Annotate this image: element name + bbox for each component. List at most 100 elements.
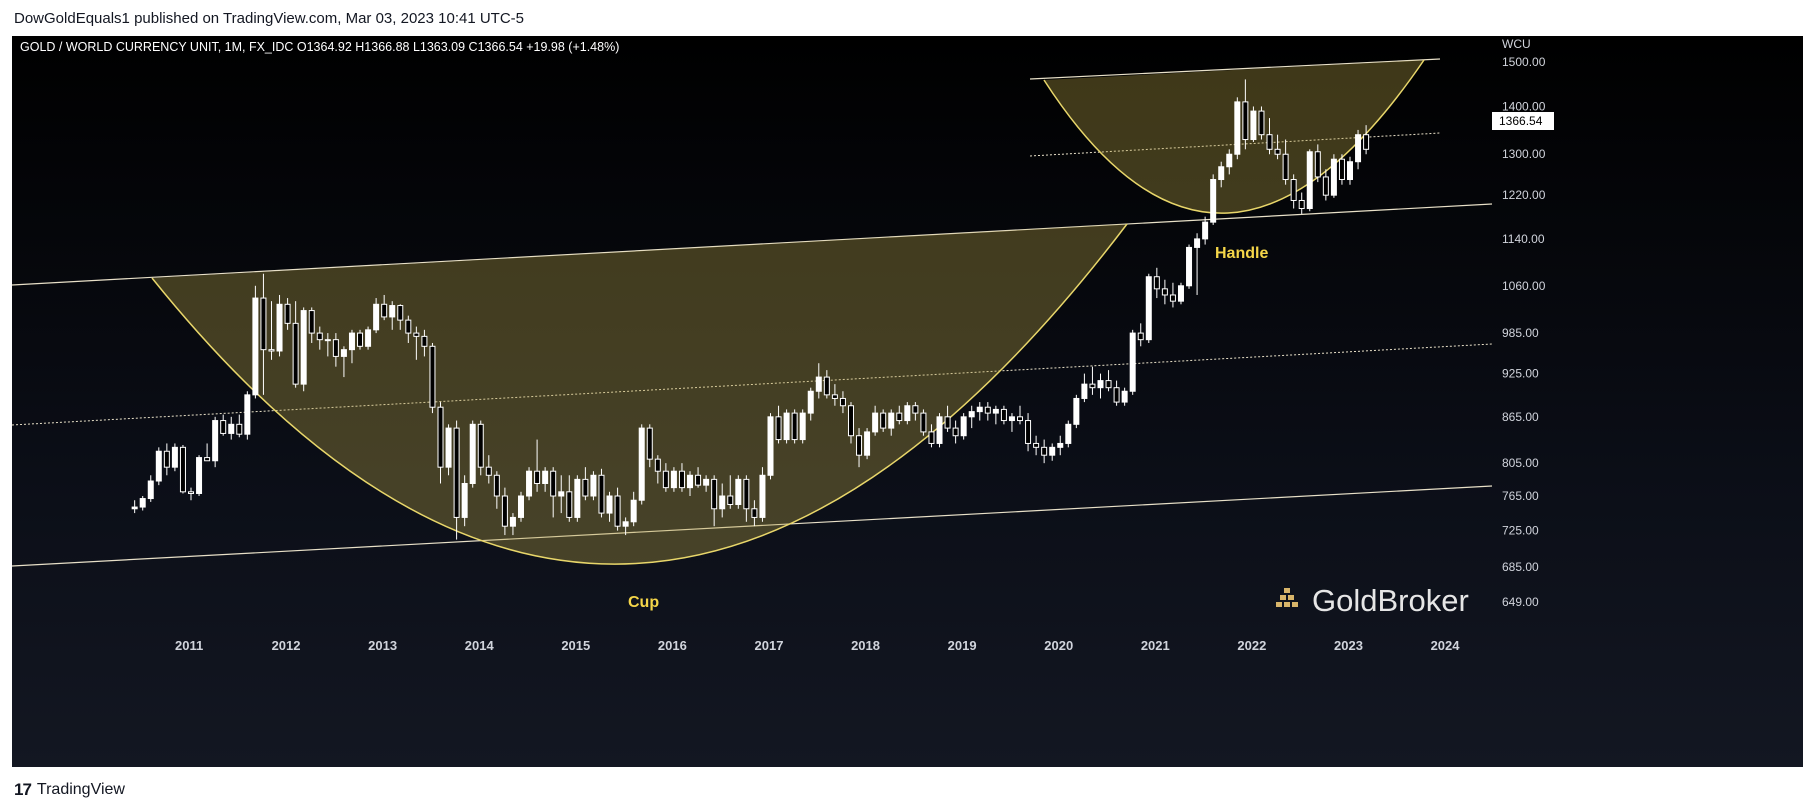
- candle-body: [1041, 446, 1048, 456]
- candle-body: [1073, 397, 1080, 425]
- last-price-box: [1492, 112, 1554, 130]
- candle-body: [1274, 148, 1281, 155]
- candle-body: [606, 495, 613, 514]
- candle-body: [719, 495, 726, 510]
- candle-body: [1202, 221, 1209, 240]
- candle-body: [1258, 110, 1265, 136]
- candle-body: [1210, 179, 1217, 223]
- y-tick-label: 925.00: [1502, 367, 1539, 381]
- candle-body: [743, 478, 750, 510]
- candle-body: [437, 406, 444, 468]
- candle-body: [131, 506, 138, 510]
- candle-body: [365, 329, 372, 347]
- candle-body: [348, 332, 355, 351]
- symbol-line: GOLD / WORLD CURRENCY UNIT, 1M, FX_IDC O…: [20, 40, 619, 54]
- candle-body: [445, 427, 452, 468]
- candle-body: [928, 431, 935, 444]
- tradingview-logo-icon: 17: [14, 780, 32, 799]
- candle-body: [300, 310, 307, 385]
- x-tick-label: 2014: [465, 638, 495, 653]
- candle-body: [799, 412, 806, 441]
- candle-body: [1290, 179, 1297, 201]
- candle-body: [1008, 416, 1015, 422]
- candle-body: [1169, 294, 1176, 302]
- chart-frame[interactable]: WCU 1500.00 1400.00 1300.00 1220.00 1140.00 1…: [12, 36, 1803, 767]
- candle-body: [888, 412, 895, 429]
- candle-body: [727, 495, 734, 505]
- candle-body: [574, 478, 581, 518]
- candle-body: [1105, 380, 1112, 389]
- candle-body: [1298, 199, 1305, 210]
- x-tick-label: 2016: [658, 638, 687, 653]
- candle-body: [1153, 276, 1160, 290]
- price-axis-bg: [1492, 36, 1803, 767]
- candle-body: [912, 405, 919, 414]
- y-tick-label: 725.00: [1502, 524, 1539, 538]
- candle-body: [960, 416, 967, 437]
- x-tick-label: 2013: [368, 638, 397, 653]
- x-tick-label: 2024: [1431, 638, 1461, 653]
- candle-body: [1306, 151, 1313, 210]
- candle-body: [831, 394, 838, 399]
- handle-top-line: [1029, 58, 1441, 80]
- candle-body: [509, 516, 516, 527]
- candle-body: [477, 423, 484, 468]
- candle-body: [501, 495, 508, 527]
- axis-unit-label: WCU: [1502, 37, 1531, 51]
- candle-body: [952, 427, 959, 437]
- candle-body: [872, 412, 879, 433]
- candle-body: [566, 491, 573, 518]
- candle-body: [324, 339, 331, 342]
- candle-body: [622, 521, 629, 527]
- cup-curve: [151, 223, 1128, 565]
- candle-body: [179, 446, 186, 493]
- lower-channel-line: [12, 485, 1493, 567]
- candle-body: [284, 303, 291, 324]
- candle-body: [171, 446, 178, 468]
- y-tick-label: 985.00: [1502, 326, 1539, 340]
- candle-body: [155, 450, 162, 482]
- y-tick-label: 805.00: [1502, 456, 1539, 470]
- candle-body: [582, 478, 589, 497]
- candle-body: [316, 332, 323, 341]
- candle-body: [397, 305, 404, 321]
- candle-body: [1194, 238, 1201, 248]
- handle-curve: [1043, 59, 1425, 214]
- candle-body: [204, 457, 211, 462]
- candle-body: [244, 394, 251, 435]
- candle-body: [292, 322, 299, 385]
- x-tick-label: 2017: [755, 638, 784, 653]
- y-tick-label: 685.00: [1502, 560, 1539, 574]
- cup-shape: [152, 224, 1127, 565]
- x-tick-label: 2011: [175, 638, 203, 653]
- y-axis-ticks: 1500.00 1400.00 1300.00 1220.00 1140.00 1060.…: [1502, 55, 1546, 609]
- candle-body: [163, 450, 170, 468]
- x-axis-ticks: 2011 2012 2013 2014 2015 2016 2017 2018 2019 2020…: [175, 638, 1460, 653]
- candle-body: [984, 406, 991, 414]
- candle-body: [1137, 332, 1144, 341]
- goldbroker-logo: [1276, 588, 1298, 607]
- y-tick-label: 865.00: [1502, 410, 1539, 424]
- candle-body: [687, 474, 694, 489]
- candle-body: [590, 474, 597, 497]
- candle-body: [703, 478, 710, 486]
- candle-body: [630, 499, 637, 523]
- candle-body: [1121, 390, 1128, 403]
- candle-body: [1089, 383, 1096, 389]
- candle-body: [864, 431, 871, 456]
- y-tick-label: 1060.00: [1502, 279, 1546, 293]
- candle-body: [1017, 416, 1024, 422]
- candle-body: [212, 420, 219, 462]
- candle-body: [1266, 134, 1273, 150]
- candle-body: [1025, 420, 1032, 444]
- candle-body: [904, 405, 911, 422]
- candle-body: [791, 412, 798, 441]
- candle-body: [695, 474, 702, 486]
- price-chart[interactable]: WCU 1500.001400.001300.001220.001140.001…: [12, 36, 1803, 767]
- candle-body: [847, 405, 854, 437]
- candle-body: [1363, 134, 1370, 150]
- x-tick-label: 2015: [561, 638, 590, 653]
- candle-body: [638, 427, 645, 501]
- candle-body: [1250, 110, 1257, 141]
- candle-body: [896, 412, 903, 422]
